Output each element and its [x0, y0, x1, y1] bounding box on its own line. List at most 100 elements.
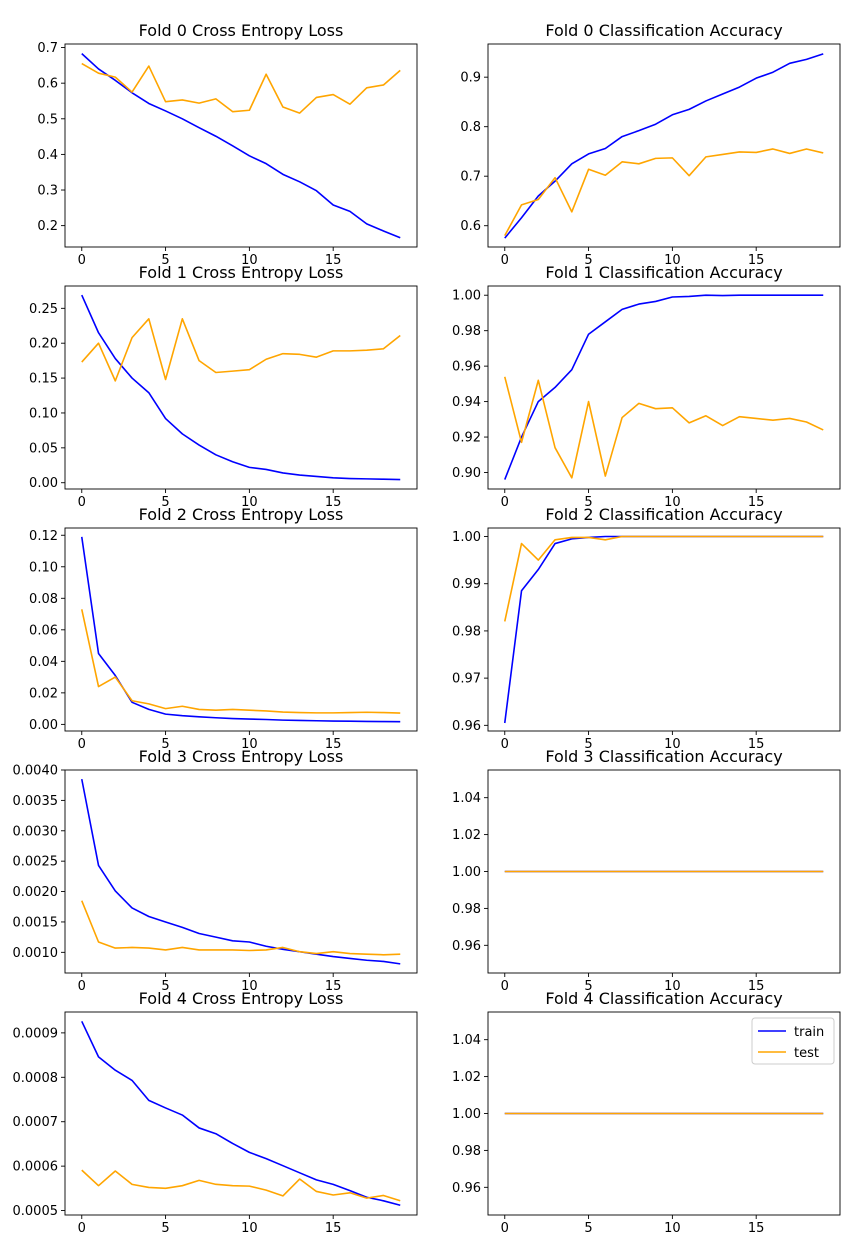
y-tick-label: 0.0009 [13, 1026, 59, 1041]
x-tick-label: 10 [664, 979, 681, 994]
y-tick-label: 0.0010 [13, 946, 59, 961]
y-tick-label: 0.08 [29, 592, 58, 607]
legend: train test [751, 1017, 835, 1065]
x-tick-label: 0 [501, 253, 509, 268]
y-tick-label: 0.6 [37, 77, 58, 92]
x-tick-label: 10 [664, 1221, 681, 1236]
chart-title: Fold 1 Classification Accuracy [545, 263, 782, 282]
y-tick-label: 0.92 [452, 431, 481, 446]
chart-title: Fold 1 Cross Entropy Loss [139, 263, 344, 282]
legend-label-train: train [794, 1025, 824, 1040]
y-tick-label: 0.7 [460, 170, 481, 185]
x-tick-label: 5 [584, 495, 592, 510]
y-tick-label: 0.2 [37, 219, 58, 234]
subplot-7: Fold 3 Classification Accuracy 0 5 10 15 0.96… [452, 747, 841, 994]
x-tick-label: 5 [161, 495, 169, 510]
x-tick-label: 5 [161, 979, 169, 994]
x-tick-label: 10 [241, 253, 258, 268]
axes-frame [64, 1011, 418, 1216]
x-tick-label: 10 [241, 495, 258, 510]
subplot-6: Fold 3 Cross Entropy Loss 0 5 10 15 0.0010 0.0… [13, 747, 418, 994]
x-tick-label: 15 [748, 1221, 765, 1236]
y-tick-label: 0.97 [452, 672, 481, 687]
y-tick-label: 0.15 [29, 372, 58, 387]
series-line-test [503, 535, 824, 622]
y-tick-label: 1.02 [452, 828, 481, 843]
subplot-0: Fold 0 Cross Entropy Loss 0 5 10 15 0.2 0.3 0.4… [37, 21, 418, 268]
series-line-train [81, 1020, 401, 1207]
x-tick-label: 15 [748, 979, 765, 994]
y-tick-label: 1.00 [452, 1107, 481, 1122]
y-tick-label: 0.3 [37, 184, 58, 199]
x-tick-label: 0 [501, 495, 509, 510]
y-tick-label: 0.0005 [13, 1204, 59, 1219]
y-tick-label: 0.0006 [13, 1160, 59, 1175]
y-tick-label: 0.96 [452, 1181, 481, 1196]
y-tick-label: 0.9 [460, 71, 481, 86]
y-tick-label: 1.00 [452, 289, 481, 304]
y-tick-label: 0.0008 [13, 1071, 59, 1086]
y-tick-label: 1.04 [452, 1033, 481, 1048]
x-tick-label: 0 [78, 737, 86, 752]
x-tick-label: 0 [501, 737, 509, 752]
chart-title: Fold 2 Classification Accuracy [545, 505, 782, 524]
x-tick-label: 0 [78, 253, 86, 268]
x-tick-label: 15 [325, 1221, 342, 1236]
series-line-test [81, 317, 401, 382]
y-tick-label: 0.10 [29, 560, 58, 575]
x-tick-label: 10 [664, 495, 681, 510]
legend-label-test: test [794, 1046, 819, 1061]
chart-title: Fold 3 Classification Accuracy [545, 747, 782, 766]
y-tick-label: 0.0030 [13, 824, 59, 839]
series-line-test [503, 376, 824, 479]
subplot-9: Fold 4 Classification Accuracy 0 5 10 15 0.96… [452, 989, 841, 1236]
axes-frame [487, 527, 841, 732]
y-tick-label: 0.0035 [13, 794, 59, 809]
y-tick-label: 0.0020 [13, 885, 59, 900]
y-tick-label: 0.94 [452, 395, 481, 410]
y-tick-label: 0.98 [452, 1144, 481, 1159]
x-tick-label: 5 [584, 979, 592, 994]
x-tick-label: 15 [325, 253, 342, 268]
x-tick-label: 10 [241, 1221, 258, 1236]
axes-frame [64, 43, 418, 248]
y-tick-label: 0.96 [452, 719, 481, 734]
series-line-train [504, 294, 824, 480]
x-tick-label: 15 [325, 495, 342, 510]
y-tick-label: 0.96 [452, 360, 481, 375]
y-tick-label: 1.00 [452, 865, 481, 880]
y-tick-label: 1.02 [452, 1070, 481, 1085]
axes-frame [64, 285, 418, 490]
y-tick-label: 0.0015 [13, 915, 59, 930]
y-tick-label: 1.04 [452, 791, 481, 806]
x-tick-label: 15 [325, 737, 342, 752]
y-tick-label: 0.10 [29, 406, 58, 421]
y-tick-label: 0.98 [452, 324, 481, 339]
x-tick-label: 0 [78, 979, 86, 994]
chart-title: Fold 0 Cross Entropy Loss [139, 21, 344, 40]
y-tick-label: 0.04 [29, 655, 58, 670]
series-line-test [81, 1169, 401, 1202]
y-tick-label: 0.90 [452, 466, 481, 481]
subplot-4: Fold 2 Cross Entropy Loss 0 5 10 15 0.00 0.02 0… [29, 505, 418, 752]
subplot-5: Fold 2 Classification Accuracy 0 5 10 15 0.96… [452, 505, 841, 752]
y-tick-label: 0.06 [29, 623, 58, 638]
chart-title: Fold 3 Cross Entropy Loss [139, 747, 344, 766]
subplot-1: Fold 0 Classification Accuracy 0 5 10 15 0.6 0… [460, 21, 841, 268]
axes-frame [64, 769, 418, 974]
x-tick-label: 10 [664, 737, 681, 752]
y-tick-label: 0.12 [29, 529, 58, 544]
series-line-train [504, 53, 824, 239]
axes-frame [487, 285, 841, 490]
y-tick-label: 0.00 [29, 718, 58, 733]
axes-frame [487, 43, 841, 248]
x-tick-label: 0 [501, 979, 509, 994]
x-tick-label: 5 [584, 737, 592, 752]
y-tick-label: 0.20 [29, 337, 58, 352]
x-tick-label: 15 [748, 737, 765, 752]
x-tick-label: 5 [161, 737, 169, 752]
y-tick-label: 0.5 [37, 112, 58, 127]
x-tick-label: 5 [584, 253, 592, 268]
